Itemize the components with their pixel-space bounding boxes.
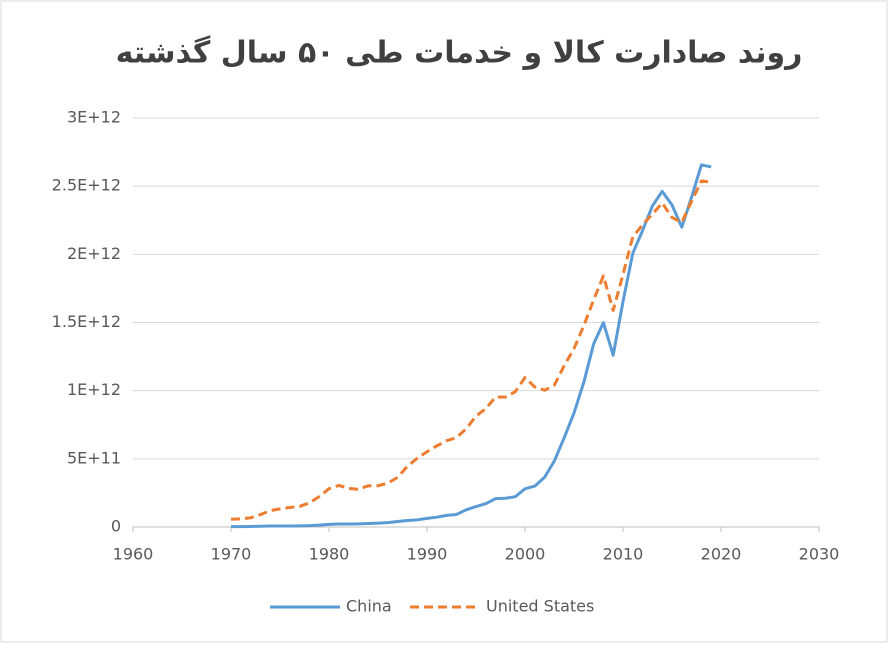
y-tick-label: 2E+12	[67, 244, 121, 263]
x-tick-label: 2000	[505, 545, 546, 564]
x-tick-label: 2030	[799, 545, 840, 564]
y-tick-label: 5E+11	[67, 448, 121, 467]
y-tick-label: 0	[111, 517, 121, 536]
y-tick-label: 1.5E+12	[52, 312, 121, 331]
x-tick-label: 1960	[113, 545, 154, 564]
y-tick-label: 2.5E+12	[52, 176, 121, 195]
legend-label: China	[346, 597, 392, 616]
x-tick-label: 1980	[309, 545, 350, 564]
y-tick-label: 3E+12	[67, 108, 121, 127]
x-tick-label: 1970	[211, 545, 252, 564]
y-tick-label: 1E+12	[67, 380, 121, 399]
chart: روند صادارت کالا و خدمات طی ۵۰ سال گذشته…	[0, 0, 889, 644]
chart-title: روند صادارت کالا و خدمات طی ۵۰ سال گذشته	[116, 35, 803, 71]
x-tick-label: 2020	[701, 545, 742, 564]
legend-label: United States	[486, 597, 594, 616]
x-tick-label: 1990	[407, 545, 448, 564]
x-tick-label: 2010	[603, 545, 644, 564]
